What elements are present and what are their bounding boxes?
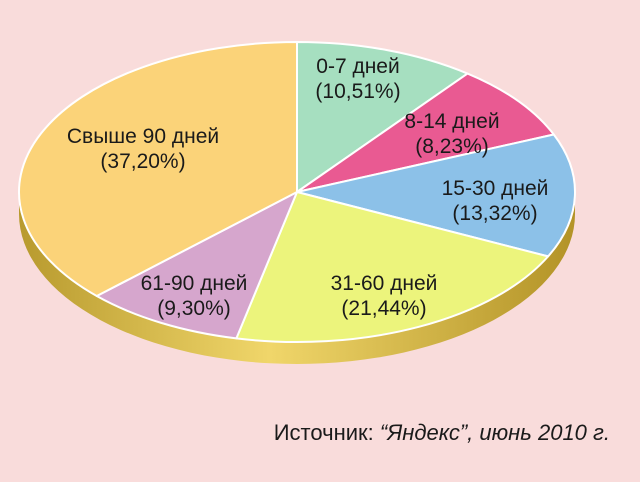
pie-slice-2 [296,72,555,193]
slice-label-3: 15-30 дней (13,32%) [442,177,549,225]
slice-label-2: 8-14 дней (8,23%) [404,110,499,158]
slice-category-5: 61-90 дней [141,272,248,295]
source-text: “Яндекс”, июнь 2010 г. [379,420,610,445]
slice-percent-6: (37,20%) [100,150,185,173]
pie-slices [18,41,576,343]
slice-label-4: 31-60 дней (21,44%) [331,272,438,320]
slice-category-3: 15-30 дней [442,177,549,200]
source-prefix: Источник: [273,420,380,445]
slice-label-1: 0-7 дней (10,51%) [315,55,400,103]
pie-slice-6 [18,41,298,298]
pie-labels: 0-7 дней (10,51%)8-14 дней (8,23%) 15-30 дн… [67,55,549,320]
slice-percent-5: (9,30%) [157,297,231,320]
pie-slice-5 [95,191,298,340]
pie-slice-4 [235,191,550,343]
slice-label-5: 61-90 дней (9,30%) [141,272,248,320]
slice-percent-4: (21,44%) [341,297,426,320]
source-caption: Источник: “Яндекс”, июнь 2010 г. [274,420,610,446]
slice-category-2: 8-14 дней [404,110,499,133]
slice-category-6: Свыше 90 дней [67,125,219,148]
slice-category-4: 31-60 дней [331,272,438,295]
slice-category-1: 0-7 дней [316,55,399,78]
slice-label-6: Свыше 90 дней (37,20%) [67,125,219,173]
slice-percent-3: (13,32%) [452,202,537,225]
slice-percent-2: (8,23%) [415,135,489,158]
pie-slice-1 [296,41,469,193]
slice-percent-1: (10,51%) [315,80,400,103]
pie-slice-3 [296,133,576,258]
